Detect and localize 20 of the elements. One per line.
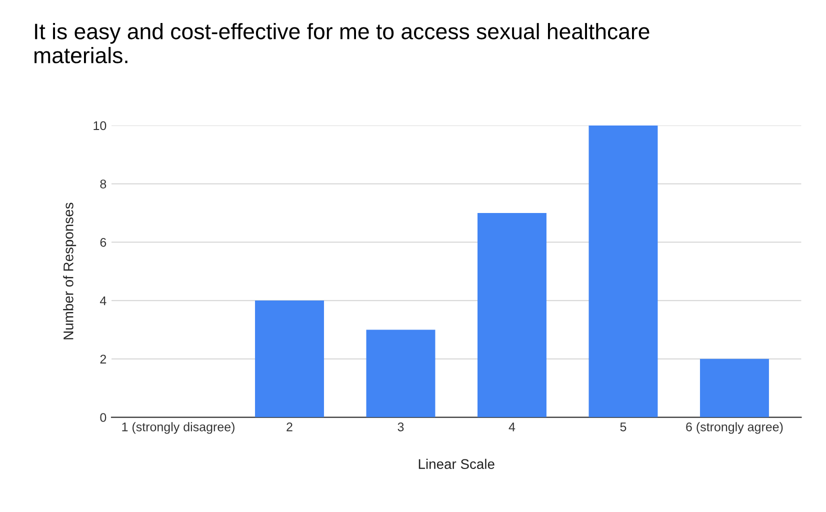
x-tick-label: 3 [398,422,404,432]
chart-title: It is easy and cost-effective for me to access sexual healthcare materials. [34,23,650,64]
x-tick-label: 4 [508,422,516,432]
y-tick-label: 4 [100,296,106,306]
x-tick-label: 5 [620,422,626,432]
bar [366,330,436,418]
y-tick-label: 8 [100,180,106,188]
y-tick-label: 0 [100,413,106,422]
bar [478,212,546,418]
bar [255,300,324,418]
y-tick-label: 2 [100,354,106,364]
y-axis-title: Number of Responses [63,202,76,340]
y-tick-label: 10 [94,121,106,130]
bar [700,358,769,418]
x-axis-title: Linear Scale [418,458,494,469]
x-tick-label: 2 [286,422,292,432]
x-tick-label: 1 (strongly disagree) [122,422,234,434]
x-tick-label: 6 (strongly agree) [686,422,783,434]
bar [588,125,658,418]
y-tick-label: 6 [100,238,106,247]
